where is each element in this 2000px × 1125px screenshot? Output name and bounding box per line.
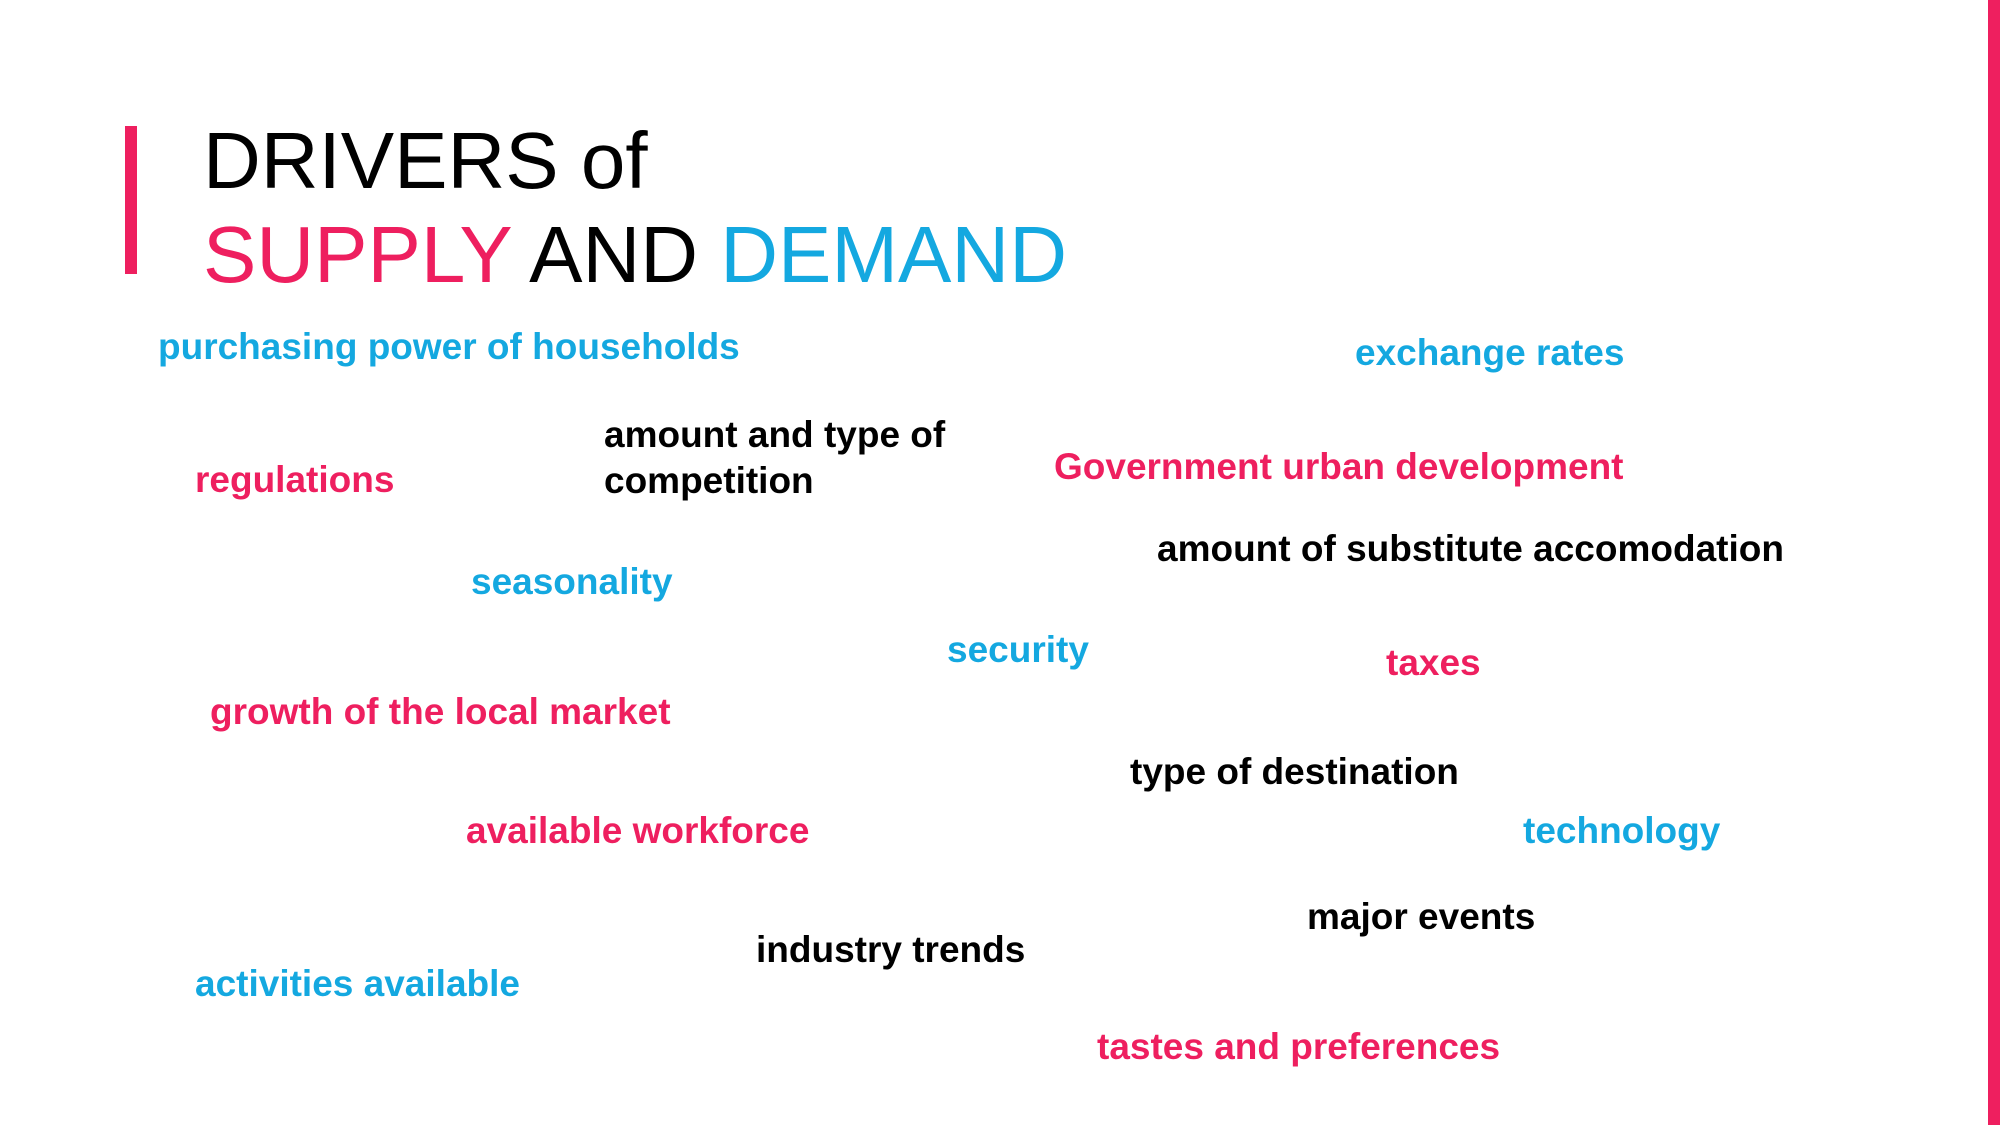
term-competition: amount and type of competition xyxy=(604,414,946,501)
title-and: AND xyxy=(511,210,721,299)
term-exchange-rates: exchange rates xyxy=(1355,332,1625,373)
term-tastes: tastes and preferences xyxy=(1097,1026,1501,1067)
title-drivers: DRIVERS xyxy=(203,116,559,205)
term-workforce: available workforce xyxy=(466,810,810,851)
term-local-market-growth: growth of the local market xyxy=(210,691,671,732)
term-technology: technology xyxy=(1523,810,1721,851)
term-security: security xyxy=(947,629,1089,670)
slide-title: DRIVERS of SUPPLY AND DEMAND xyxy=(203,114,1067,302)
term-purchasing-power: purchasing power of households xyxy=(158,326,740,367)
title-demand: DEMAND xyxy=(720,210,1067,299)
term-industry-trends: industry trends xyxy=(756,929,1026,970)
title-line-1: DRIVERS of xyxy=(203,114,1067,208)
term-major-events: major events xyxy=(1307,896,1536,937)
term-substitute-accomodation: amount of substitute accomodation xyxy=(1157,528,1784,569)
term-destination-type: type of destination xyxy=(1130,751,1459,792)
term-seasonality: seasonality xyxy=(471,561,673,602)
title-line-2: SUPPLY AND DEMAND xyxy=(203,208,1067,302)
title-accent-bar xyxy=(125,126,137,274)
term-taxes: taxes xyxy=(1386,642,1481,683)
term-regulations: regulations xyxy=(195,459,395,500)
term-gov-urban-dev: Government urban development xyxy=(1054,446,1624,487)
title-supply: SUPPLY xyxy=(203,210,512,299)
term-activities: activities available xyxy=(195,963,520,1004)
right-edge-accent-bar xyxy=(1988,0,2000,1125)
title-of: of xyxy=(558,116,648,205)
